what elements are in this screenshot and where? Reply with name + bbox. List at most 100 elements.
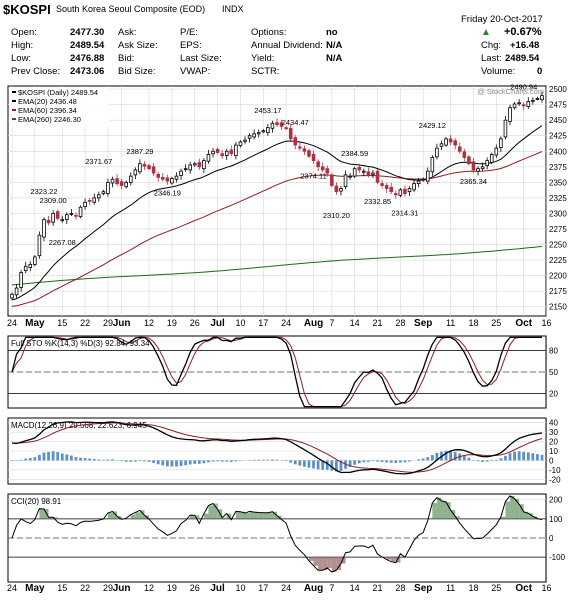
cci-overbought-fill: [222, 517, 227, 519]
macd-histogram-bar: [38, 454, 41, 461]
price-annotation: 2346.19: [154, 189, 181, 198]
price-tick-label: 2250: [549, 241, 567, 250]
price-candle: [489, 152, 494, 165]
price-candle: [133, 167, 138, 180]
candle-body: [151, 166, 156, 174]
candle-body: [147, 165, 151, 170]
macd-histogram-bar: [257, 459, 261, 461]
sto-k-line: [11, 336, 542, 408]
price-candle: [224, 148, 229, 160]
cci-oversold-fill: [331, 557, 337, 572]
cci-overbought-fill: [130, 514, 136, 519]
x-axis-label: Jun: [113, 583, 131, 594]
x-axis-label: 10: [235, 583, 245, 593]
quote-header: $KOSPI South Korea Seoul Composite (EOD)…: [0, 0, 576, 82]
cci-overbought-fill: [272, 511, 277, 519]
candle-body: [183, 168, 188, 171]
price-candle: [46, 215, 51, 226]
cci-overbought-fill: [126, 518, 131, 519]
cci-oversold-fill: [340, 557, 346, 564]
cci-overbought-fill: [432, 503, 437, 519]
cci-overbought-fill: [441, 500, 447, 519]
candle-body: [83, 201, 87, 207]
candle-body: [142, 163, 147, 167]
x-axis-label: 28: [395, 318, 405, 328]
vwap-label: VWAP:: [180, 66, 211, 77]
price-candle: [275, 118, 279, 128]
price-candle: [302, 145, 307, 155]
cci-overbought-fill: [455, 516, 460, 519]
x-axis-label: 16: [542, 583, 552, 593]
x-axis-label: Sep: [414, 318, 432, 329]
macd-histogram-bar: [202, 460, 206, 464]
price-candle: [97, 191, 101, 202]
price-candle: [142, 161, 147, 170]
macd-panel-tick-label: 40: [549, 419, 558, 428]
candle-body: [266, 127, 270, 134]
macd-histogram-bar: [124, 460, 128, 462]
macd-histogram-bar: [353, 460, 357, 465]
x-axis-label: 18: [468, 318, 478, 328]
x-axis-label: Sep: [414, 583, 432, 594]
macd-histogram-bar: [513, 451, 516, 461]
cci-overbought-fill: [436, 497, 442, 519]
candle-body: [243, 139, 247, 142]
macd-histogram-bar: [92, 459, 96, 461]
cci-oversold-fill: [322, 557, 328, 571]
candle-body: [33, 256, 37, 265]
macd-panel-tick-label: 20: [549, 438, 558, 447]
macd-histogram-bar: [417, 459, 421, 461]
x-axis-label: Jul: [210, 318, 225, 329]
candle-body: [453, 140, 457, 146]
price-candle: [78, 205, 83, 219]
quote-date: Friday 20-Oct-2017: [461, 14, 543, 25]
macd-histogram-bar: [220, 460, 224, 462]
candle-body: [206, 153, 211, 162]
candle-body: [489, 153, 494, 163]
candle-body: [78, 206, 83, 217]
candle-body: [14, 287, 19, 296]
price-candle: [252, 129, 256, 140]
candle-body: [298, 146, 302, 149]
x-axis-label: 24: [7, 583, 17, 593]
macd-histogram-bar: [289, 460, 293, 463]
price-candle: [352, 166, 357, 178]
macd-histogram-bar: [330, 460, 334, 471]
price-candle: [503, 115, 508, 140]
macd-histogram-bar: [207, 460, 210, 463]
candle-body: [256, 132, 261, 135]
x-axis-label: 22: [80, 318, 90, 328]
candle-body: [211, 150, 215, 155]
cci-panel-tick-label: 100: [549, 515, 563, 524]
eps-label: EPS:: [180, 40, 202, 51]
price-candle: [106, 178, 110, 197]
cci-overbought-fill: [523, 511, 529, 519]
candle-body: [307, 150, 311, 157]
macd-histogram-bar: [266, 459, 270, 461]
cci-overbought-fill: [254, 512, 259, 519]
candle-body: [499, 138, 503, 148]
price-candle: [238, 140, 243, 148]
candle-body: [110, 178, 115, 184]
cci-overbought-fill: [235, 511, 241, 519]
candle-body: [220, 153, 224, 157]
candle-body: [320, 166, 325, 171]
macd-histogram-bar: [271, 459, 274, 461]
x-axis-label: 19: [167, 318, 177, 328]
macd-histogram-bar: [536, 454, 539, 461]
macd-histogram-bar: [129, 460, 133, 462]
candle-body: [74, 214, 78, 217]
candle-body: [197, 162, 202, 168]
price-candle: [380, 179, 384, 189]
ask-size-label: Ask Size:: [118, 40, 158, 51]
candle-body: [124, 181, 129, 188]
exchange-label: INDX: [222, 4, 244, 14]
sctr-label: SCTR:: [251, 66, 280, 77]
x-axis-label: May: [25, 318, 45, 329]
ema60-line: [11, 151, 543, 307]
price-tick-label: 2275: [549, 225, 567, 234]
cci-overbought-fill: [528, 513, 533, 519]
price-candle: [211, 148, 215, 158]
price-candle: [320, 162, 325, 173]
price-candle: [92, 193, 97, 205]
